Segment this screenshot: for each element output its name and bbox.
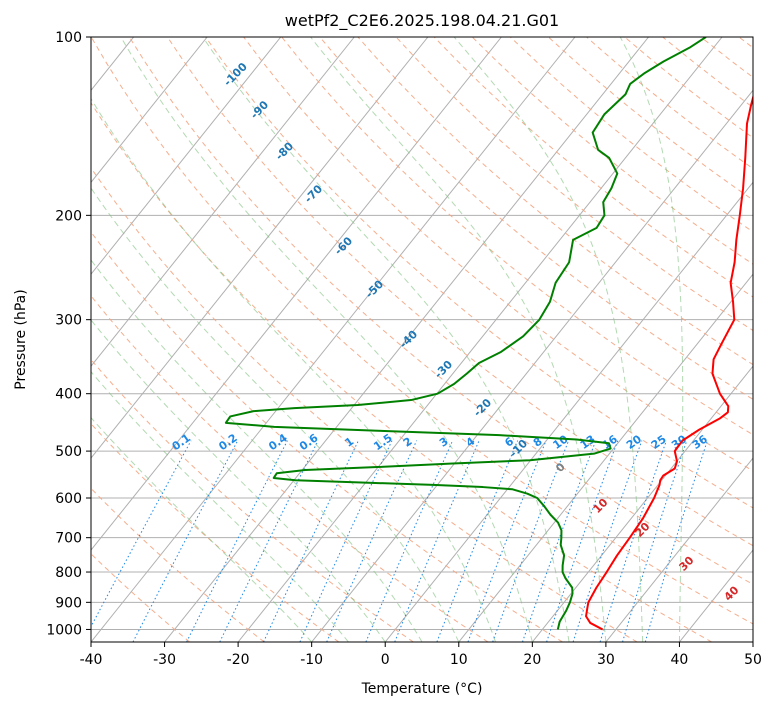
dry-adiabat-line <box>205 37 753 509</box>
temperature-profile-line <box>585 93 753 631</box>
dry-adiabat-line <box>91 553 190 642</box>
mixing-ratio-line <box>186 440 288 642</box>
y-axis-label: Pressure (hPa) <box>13 289 29 389</box>
plot-frame <box>90 36 754 643</box>
x-tick-label: 50 <box>744 652 762 668</box>
isotherm-line <box>91 37 502 551</box>
dry-adiabat-line <box>128 37 753 585</box>
mixing-ratio-line <box>521 440 597 642</box>
isotherm-line <box>91 37 429 459</box>
x-tick-label: -20 <box>227 652 250 668</box>
chart-title: wetPf2_C2E6.2025.198.04.21.G01 <box>285 11 559 31</box>
x-axis-ticks: -40 -30 -20 -10 0 10 20 30 40 50 <box>80 642 762 668</box>
mixing-ratio-line <box>91 440 192 628</box>
x-tick-label: -10 <box>300 652 323 668</box>
x-tick-label: 40 <box>671 652 689 668</box>
y-axis-ticks: 100 200 300 400 500 600 700 800 900 1000 <box>46 30 91 638</box>
isotherm-line <box>164 37 649 642</box>
isotherm-line <box>531 365 753 642</box>
moist-adiabat-line <box>202 37 570 642</box>
y-tick-label: 300 <box>55 313 82 329</box>
isotherm-line <box>91 37 282 276</box>
x-tick-label: 0 <box>381 652 390 668</box>
x-tick-label: 20 <box>523 652 541 668</box>
y-tick-label: 200 <box>55 208 82 224</box>
isotherm-line <box>384 181 753 642</box>
mixing-ratio-line <box>599 440 667 642</box>
isotherm-line <box>91 37 208 184</box>
isotherm-line <box>458 273 753 642</box>
isotherm-lines <box>91 37 753 642</box>
mixing-ratio-line <box>219 440 319 642</box>
dry-adiabat-line <box>91 37 753 625</box>
mixing-ratio-line <box>644 440 708 642</box>
moist-adiabat-line <box>453 37 644 642</box>
x-axis-label: Temperature (°C) <box>361 681 483 697</box>
y-tick-label: 1000 <box>46 622 82 638</box>
y-tick-label: 600 <box>55 491 82 507</box>
y-tick-label: 100 <box>55 30 82 46</box>
dry-adiabat-line <box>91 231 563 642</box>
mixing-ratio-line <box>299 440 393 642</box>
dry-adiabat-line <box>395 37 753 332</box>
moist-adiabat-line <box>91 97 497 642</box>
dry-adiabat-line <box>91 358 414 642</box>
mixing-ratio-line <box>492 440 570 642</box>
isotherm-line <box>91 37 355 367</box>
x-tick-label: 30 <box>597 652 615 668</box>
dry-adiabat-line <box>243 37 753 472</box>
dewpoint-profile-line <box>224 37 707 630</box>
moist-adiabat-line <box>91 319 386 642</box>
isotherm-line <box>91 37 576 642</box>
moist-adiabat-line <box>310 37 607 642</box>
y-tick-label: 400 <box>55 387 82 403</box>
mixing-ratio-line <box>546 440 619 642</box>
y-tick-label: 900 <box>55 595 82 611</box>
moist-adiabat-line <box>619 37 684 642</box>
dry-adiabat-line <box>319 37 753 400</box>
isotherm-line <box>237 37 723 642</box>
mixing-ratio-line <box>326 440 418 642</box>
dry-adiabat-line <box>91 166 638 642</box>
y-tick-label: 700 <box>55 531 82 547</box>
x-tick-label: 10 <box>450 652 468 668</box>
dry-adiabat-line <box>91 295 489 642</box>
mixing-ratio-line <box>622 440 688 642</box>
x-tick-label: -30 <box>153 652 176 668</box>
mixing-ratio-line <box>394 440 480 642</box>
dry-adiabat-line <box>433 37 753 298</box>
moist-adiabat-lines <box>91 37 684 642</box>
dry-adiabat-line <box>91 487 265 642</box>
y-tick-label: 500 <box>55 444 82 460</box>
isotherm-line <box>605 457 753 642</box>
y-tick-label: 800 <box>55 565 82 581</box>
moist-adiabat-line <box>91 370 349 642</box>
mixing-ratio-line <box>365 440 454 642</box>
x-tick-label: -40 <box>80 652 103 668</box>
mixing-ratio-lines <box>91 440 708 642</box>
